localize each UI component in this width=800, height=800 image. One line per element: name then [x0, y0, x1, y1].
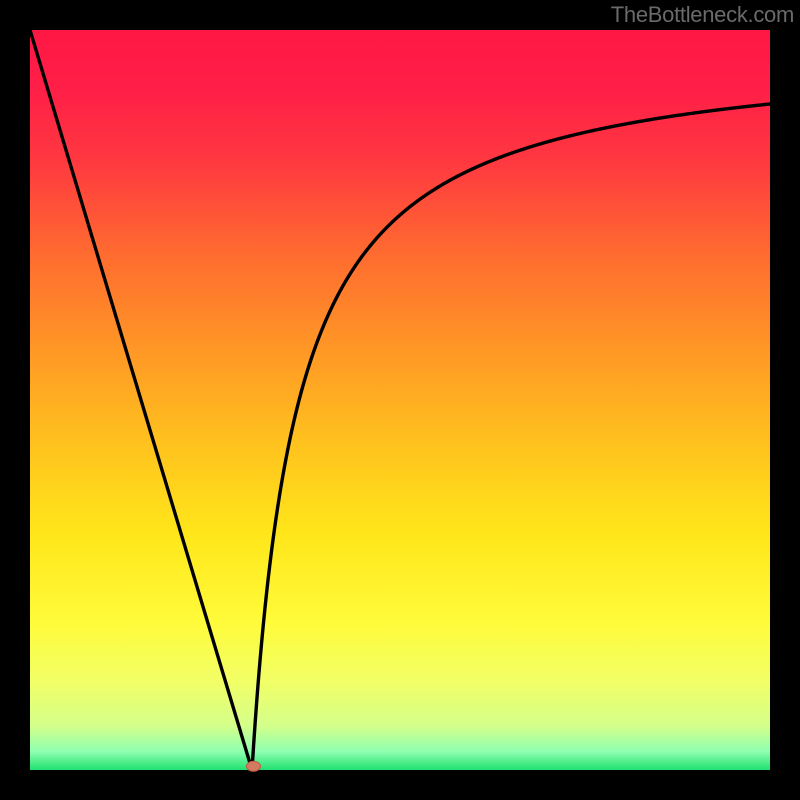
minimum-marker — [246, 761, 260, 771]
chart-container: TheBottleneck.com — [0, 0, 800, 800]
bottleneck-chart — [0, 0, 800, 800]
source-watermark: TheBottleneck.com — [611, 2, 794, 28]
